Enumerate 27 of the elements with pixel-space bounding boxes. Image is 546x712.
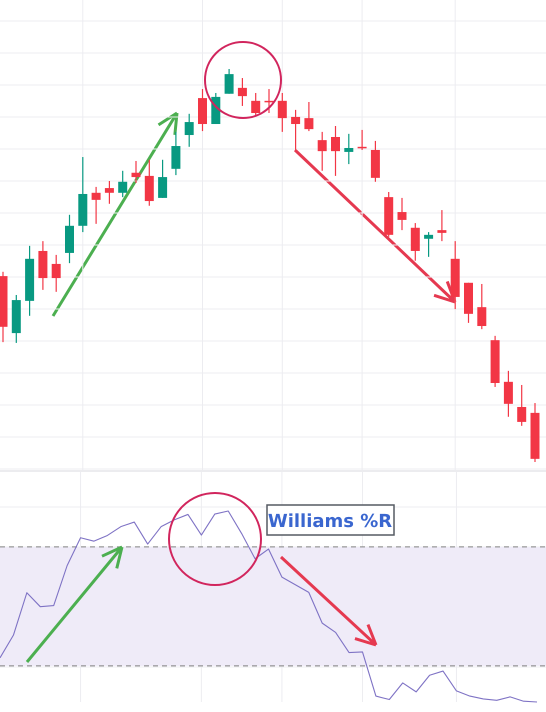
candlestick xyxy=(424,231,434,258)
candlestick xyxy=(291,109,300,151)
candlestick xyxy=(318,131,327,172)
candlestick xyxy=(52,254,61,292)
candlestick xyxy=(158,159,168,199)
candlestick xyxy=(477,283,486,330)
candlestick xyxy=(410,222,420,262)
candlestick xyxy=(331,125,340,176)
candlestick xyxy=(132,160,140,184)
candlestick xyxy=(92,186,101,224)
candlestick xyxy=(278,92,287,132)
candlestick xyxy=(504,370,513,418)
candlestick xyxy=(398,197,406,231)
candlestick xyxy=(184,113,194,148)
candlestick xyxy=(118,170,128,198)
candlestick xyxy=(171,131,180,176)
candlestick xyxy=(238,77,247,107)
candlestick xyxy=(251,92,260,116)
candlestick xyxy=(437,209,446,242)
candlestick xyxy=(304,101,314,132)
candlestick xyxy=(358,129,367,151)
candlestick xyxy=(104,180,114,204)
candlestick xyxy=(517,384,526,426)
series-label: Williams %R xyxy=(268,511,392,532)
candlestick xyxy=(224,68,234,94)
candlestick xyxy=(344,133,354,165)
candlestick xyxy=(264,88,274,114)
